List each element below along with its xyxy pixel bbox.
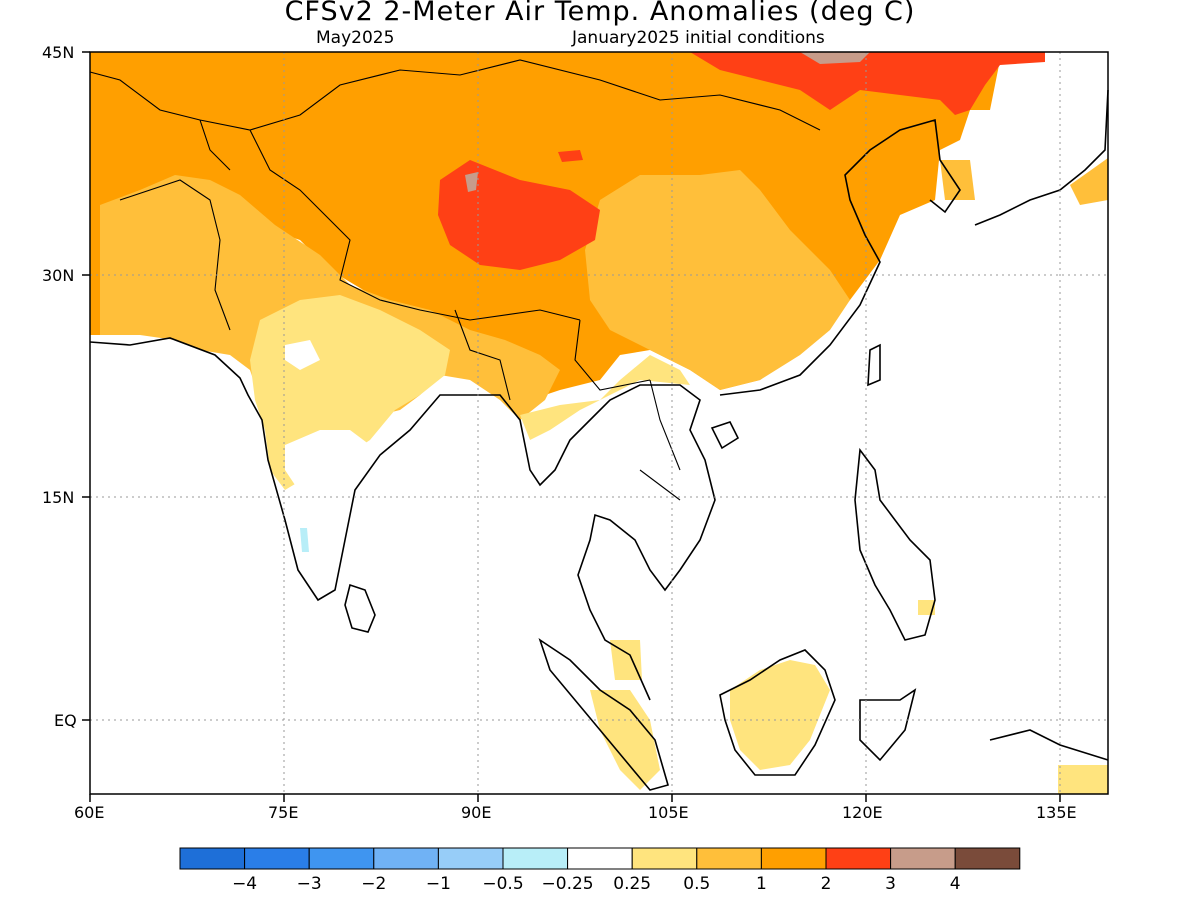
anomaly-region-0.25-to-0.5-myanmar — [520, 355, 690, 440]
colorbar-swatch — [179, 847, 246, 870]
lon-label-135e: 135E — [1036, 803, 1077, 822]
lon-label-90e: 90E — [461, 803, 492, 822]
coastline-borneo — [719, 649, 836, 776]
coastline-east-china — [719, 118, 961, 396]
lon-label-105e: 105E — [648, 803, 689, 822]
colorbar-swatch — [437, 847, 504, 870]
map-frame — [89, 51, 1109, 795]
coastline-sri-lanka — [344, 583, 376, 633]
anomaly-region-3-to-4-tibet — [465, 172, 478, 192]
colorbar-label: 3 — [885, 874, 896, 894]
colorbar-label: 1 — [756, 874, 767, 894]
coastline-south-asia — [89, 337, 716, 701]
axis-ticks — [82, 51, 1061, 802]
colorbar-label: −3 — [297, 874, 322, 894]
colorbar-swatch — [502, 847, 569, 870]
anomaly-region-3-to-4 — [800, 52, 870, 64]
colorbar-swatch — [760, 847, 827, 870]
lon-label-75e: 75E — [268, 803, 299, 822]
anomaly-region-newguinea — [1058, 765, 1108, 794]
colorbar-swatch — [567, 847, 633, 870]
colorbar-swatch — [890, 847, 956, 870]
anomaly-region-2-to-3-tibet — [438, 160, 600, 270]
colorbar-label: −4 — [232, 874, 257, 894]
colorbar-label: −0.5 — [482, 874, 523, 894]
coastline-hainan — [710, 421, 740, 450]
colorbar-swatch — [308, 847, 375, 870]
lon-label-120e: 120E — [842, 803, 883, 822]
colorbar-swatch — [825, 847, 892, 870]
coastline-taiwan — [867, 343, 881, 387]
anomaly-region-malay — [610, 640, 642, 680]
colorbar-label: 4 — [950, 874, 961, 894]
anomaly-region-near-zero-india — [285, 340, 320, 370]
coastline-new-guinea — [989, 729, 1109, 761]
anomaly-region-light-blue-india — [300, 528, 309, 552]
colorbar-swatch — [696, 847, 762, 870]
colorbar-swatch — [244, 847, 310, 870]
anomaly-region-korea — [940, 160, 975, 200]
colorbar-swatch — [954, 847, 1021, 870]
lat-label-30n: 30N — [42, 266, 75, 285]
anomaly-region-borneo — [730, 660, 830, 770]
anomaly-region-2-to-3-northeast — [690, 52, 1045, 115]
lat-label-15n: 15N — [42, 488, 75, 507]
lat-label-45n: 45N — [42, 43, 75, 62]
colorbar-label: 0.25 — [613, 874, 651, 894]
border-lines — [89, 59, 821, 501]
graticule — [90, 52, 1108, 794]
colorbar-label: −0.25 — [542, 874, 594, 894]
coastline-sulawesi — [859, 688, 917, 762]
coastline-sumatra — [538, 638, 669, 791]
initial-conditions-label: January2025 initial conditions — [572, 28, 825, 48]
colorbar-label: 0.5 — [683, 874, 710, 894]
anomaly-region-sulawesi — [918, 600, 935, 615]
anomaly-fills — [90, 52, 1108, 794]
colorbar-swatch — [373, 847, 439, 870]
valid-month-label: May2025 — [316, 28, 395, 48]
anomaly-region-0.5-to-1-china — [585, 170, 850, 390]
anomaly-region-2-to-3-spot — [558, 150, 583, 162]
colorbar-label: 2 — [821, 874, 832, 894]
colorbar-label: −1 — [426, 874, 451, 894]
coastline-philippines — [854, 447, 936, 641]
anomaly-region-near-zero-india-south — [285, 430, 370, 485]
lon-label-60e: 60E — [74, 803, 105, 822]
colorbar-label: −2 — [361, 874, 386, 894]
chart-title: CFSv2 2-Meter Air Temp. Anomalies (deg C… — [284, 0, 916, 27]
anomaly-region-sumatra — [590, 690, 660, 790]
colorbar-swatch — [631, 847, 698, 870]
anomaly-region-japan — [1070, 158, 1108, 205]
lat-label-eq: EQ — [54, 711, 77, 730]
